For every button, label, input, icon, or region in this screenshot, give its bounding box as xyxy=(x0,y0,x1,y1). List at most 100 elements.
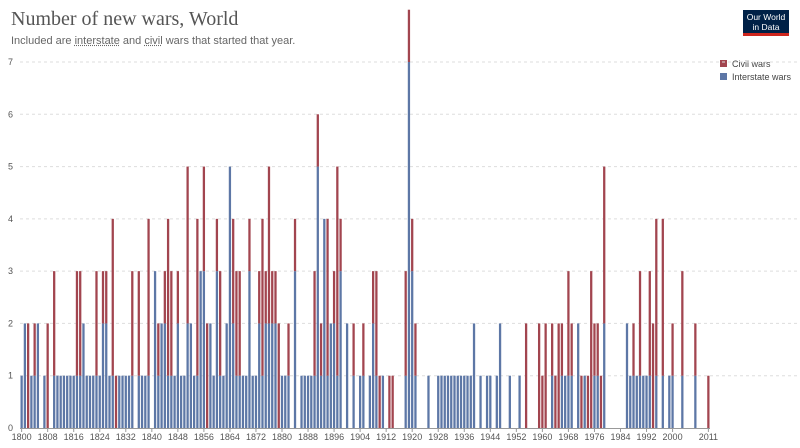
bar-interstate xyxy=(329,323,332,428)
x-tick-label: 1816 xyxy=(64,432,84,442)
bar-civil xyxy=(215,218,219,272)
legend-item-interstate[interactable]: Interstate wars xyxy=(720,70,791,83)
y-tick-label: 0 xyxy=(8,423,13,433)
bar-interstate xyxy=(72,375,75,428)
bar-interstate xyxy=(326,375,329,428)
bar-interstate xyxy=(638,375,642,428)
bar-civil xyxy=(287,323,290,376)
bar-civil xyxy=(157,323,160,376)
x-tick-label: 1808 xyxy=(38,432,58,442)
bar-interstate xyxy=(280,375,284,428)
bar-interstate xyxy=(101,323,105,428)
bar-interstate xyxy=(219,375,222,428)
bar-interstate xyxy=(411,271,414,428)
x-tick-label: 2011 xyxy=(699,432,718,442)
bar-civil xyxy=(186,166,189,324)
bar-civil xyxy=(166,218,170,376)
bar-civil xyxy=(131,271,134,376)
bar-interstate xyxy=(92,375,95,428)
bar-civil xyxy=(267,166,271,324)
bar-civil xyxy=(404,271,407,376)
bar-civil xyxy=(258,271,261,324)
bar-civil xyxy=(163,271,166,324)
bar-interstate xyxy=(456,375,459,428)
bar-interstate xyxy=(645,375,648,428)
bar-interstate xyxy=(66,375,69,428)
y-tick-label: 2 xyxy=(8,318,13,328)
x-tick-label: 1968 xyxy=(558,432,578,442)
bar-interstate xyxy=(694,375,697,428)
bar-interstate xyxy=(147,375,150,428)
bar-interstate xyxy=(95,375,98,428)
bar-interstate xyxy=(202,271,206,428)
bar-civil xyxy=(53,271,56,376)
bar-civil xyxy=(147,218,150,376)
bar-civil xyxy=(339,218,342,272)
x-tick-label: 1960 xyxy=(532,432,552,442)
bar-interstate xyxy=(69,375,72,428)
bar-interstate xyxy=(75,375,79,428)
bar-interstate xyxy=(36,323,40,428)
bar-interstate xyxy=(30,375,33,428)
interstate-link[interactable]: interstate xyxy=(74,35,120,47)
bar-interstate xyxy=(498,323,502,428)
bar-civil xyxy=(105,271,108,324)
bar-civil xyxy=(590,271,593,428)
bar-interstate xyxy=(632,375,635,428)
bar-civil xyxy=(661,218,664,376)
bar-interstate xyxy=(336,375,339,428)
bar-civil xyxy=(332,271,336,324)
bar-interstate xyxy=(407,62,411,428)
y-tick-label: 6 xyxy=(8,109,13,119)
bar-interstate xyxy=(629,375,632,428)
chart-subtitle: Included are interstate and civil wars t… xyxy=(11,35,295,47)
bar-civil xyxy=(414,323,417,376)
x-tick-label: 1992 xyxy=(637,432,657,442)
x-tick-label: 1856 xyxy=(194,432,214,442)
x-tick-label: 1928 xyxy=(428,432,448,442)
x-tick-label: 1840 xyxy=(142,432,162,442)
x-tick-label: 1984 xyxy=(610,432,630,442)
bar-civil xyxy=(707,375,710,428)
legend-item-civil[interactable]: Civil wars xyxy=(720,57,791,70)
bar-interstate xyxy=(479,375,482,428)
bar-interstate xyxy=(271,323,274,428)
bar-civil xyxy=(274,271,277,324)
owid-logo[interactable]: Our World in Data xyxy=(743,10,789,36)
civil-link[interactable]: civil xyxy=(144,35,163,47)
bar-interstate xyxy=(642,375,645,428)
bar-interstate xyxy=(209,323,212,428)
bar-civil xyxy=(319,323,323,376)
bar-interstate xyxy=(258,323,261,428)
bar-interstate xyxy=(440,375,443,428)
bar-civil xyxy=(599,375,603,428)
bar-interstate xyxy=(466,375,469,428)
bar-interstate xyxy=(671,375,674,428)
bar-interstate xyxy=(427,375,430,428)
bar-civil xyxy=(407,9,411,62)
bar-interstate xyxy=(215,271,219,428)
y-tick-label: 1 xyxy=(8,371,13,381)
bar-interstate xyxy=(192,375,196,428)
bar-civil xyxy=(648,271,651,376)
logo-line-2: in Data xyxy=(752,22,780,32)
bar-civil xyxy=(261,218,264,376)
bar-interstate xyxy=(313,375,316,428)
bar-interstate xyxy=(661,375,664,428)
bar-interstate xyxy=(82,323,85,428)
bar-interstate xyxy=(232,323,235,428)
bar-interstate xyxy=(472,323,476,428)
legend: Civil wars Interstate wars xyxy=(720,57,791,83)
bar-civil xyxy=(544,323,547,428)
bar-interstate xyxy=(508,375,511,428)
y-tick-label: 5 xyxy=(8,162,13,172)
x-tick-label: 1800 xyxy=(12,432,32,442)
bar-interstate xyxy=(53,375,56,428)
subtitle-after: wars that started that year. xyxy=(162,35,296,47)
bar-civil xyxy=(603,166,606,324)
bar-interstate xyxy=(88,375,92,428)
bar-interstate xyxy=(287,375,290,428)
bar-civil xyxy=(651,323,655,428)
bar-interstate xyxy=(85,375,88,428)
